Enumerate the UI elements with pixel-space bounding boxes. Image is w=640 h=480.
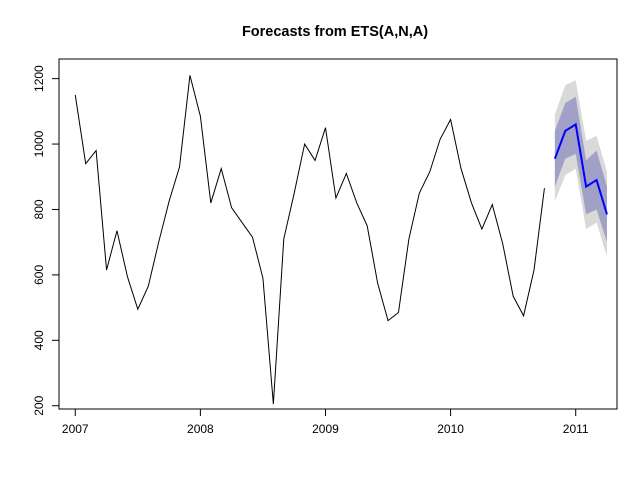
forecast-series-line — [553, 122, 608, 215]
axes: 2007 2008 2009 2010 2011 200 400 600 800 1000 1200 — [32, 65, 589, 436]
plot-area — [74, 75, 608, 405]
chart-title: Forecasts from ETS(A,N,A) — [242, 24, 428, 40]
y-tick-label: 800 — [32, 199, 46, 219]
x-tick-label: 2009 — [312, 422, 339, 436]
x-tick-label: 2007 — [62, 422, 89, 436]
x-tick-label: 2011 — [563, 422, 589, 436]
y-tick-label: 400 — [32, 330, 46, 350]
y-tick-label: 1200 — [32, 65, 46, 92]
observed-series-line — [74, 75, 545, 405]
y-tick-label: 600 — [32, 265, 46, 285]
y-tick-label: 200 — [32, 395, 46, 415]
x-tick-label: 2010 — [437, 422, 464, 436]
prediction-band-80 — [554, 96, 607, 243]
y-tick-label: 1000 — [32, 130, 46, 157]
x-tick-label: 2008 — [187, 422, 214, 436]
plot-frame — [58, 58, 618, 410]
